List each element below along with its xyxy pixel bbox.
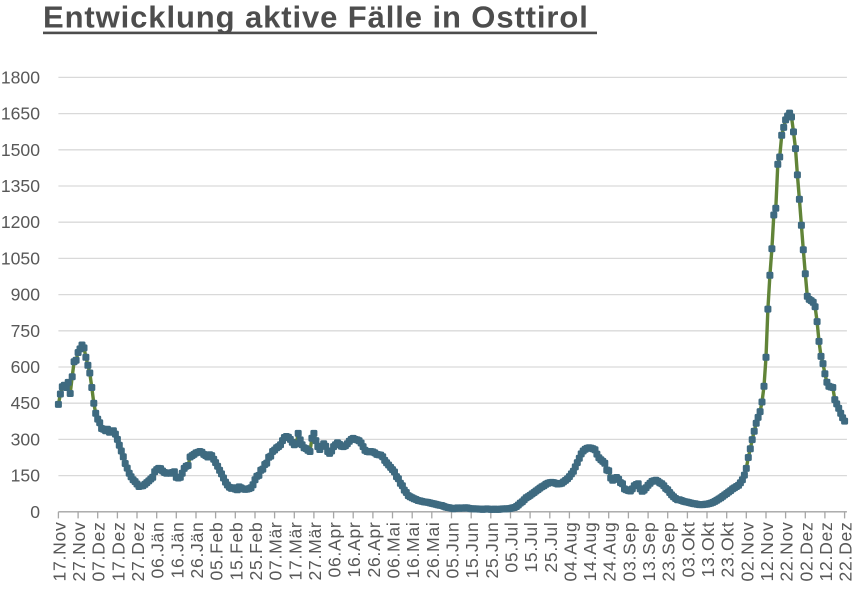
svg-text:05.Jul: 05.Jul: [502, 522, 522, 573]
svg-text:450: 450: [11, 393, 41, 413]
svg-text:27.Mär: 27.Mär: [305, 522, 325, 581]
svg-text:750: 750: [11, 321, 41, 341]
svg-text:03.Sep: 03.Sep: [619, 522, 639, 582]
svg-text:17.Mär: 17.Mär: [285, 522, 305, 581]
svg-text:0: 0: [30, 502, 40, 522]
svg-text:1200: 1200: [1, 212, 40, 232]
svg-text:05.Jun: 05.Jun: [443, 522, 463, 579]
svg-text:26.Jän: 26.Jän: [187, 522, 207, 579]
svg-text:300: 300: [11, 429, 41, 449]
svg-text:150: 150: [11, 466, 41, 486]
svg-text:25.Jun: 25.Jun: [482, 522, 502, 579]
svg-text:23.Okt: 23.Okt: [718, 522, 738, 578]
svg-text:23.Sep: 23.Sep: [659, 522, 679, 582]
svg-text:15.Jun: 15.Jun: [462, 522, 482, 579]
svg-text:25.Jul: 25.Jul: [541, 522, 561, 573]
svg-text:06.Apr: 06.Apr: [325, 522, 345, 578]
svg-text:06.Mai: 06.Mai: [384, 522, 404, 579]
svg-text:06.Jän: 06.Jän: [148, 522, 168, 579]
svg-text:22.Dez: 22.Dez: [836, 522, 856, 582]
svg-text:25.Feb: 25.Feb: [246, 522, 266, 581]
svg-text:16.Mai: 16.Mai: [403, 522, 423, 579]
svg-text:13.Sep: 13.Sep: [639, 522, 659, 582]
svg-text:600: 600: [11, 357, 41, 377]
svg-text:27.Nov: 27.Nov: [69, 522, 89, 582]
svg-text:07.Mär: 07.Mär: [266, 522, 286, 581]
svg-text:15.Jul: 15.Jul: [521, 522, 541, 573]
svg-text:07.Dez: 07.Dez: [89, 522, 109, 582]
svg-text:1500: 1500: [1, 140, 40, 160]
svg-text:24.Aug: 24.Aug: [600, 522, 620, 582]
svg-text:26.Apr: 26.Apr: [364, 522, 384, 578]
svg-text:26.Mai: 26.Mai: [423, 522, 443, 579]
svg-text:1350: 1350: [1, 176, 40, 196]
svg-text:1650: 1650: [1, 104, 40, 124]
svg-text:16.Apr: 16.Apr: [344, 522, 364, 578]
svg-text:16.Jän: 16.Jän: [167, 522, 187, 579]
svg-text:900: 900: [11, 285, 41, 305]
svg-text:27.Dez: 27.Dez: [128, 522, 148, 582]
svg-text:15.Feb: 15.Feb: [226, 522, 246, 581]
svg-text:14.Aug: 14.Aug: [580, 522, 600, 582]
svg-text:12.Dez: 12.Dez: [816, 522, 836, 582]
svg-text:05.Feb: 05.Feb: [207, 522, 227, 581]
svg-text:17.Nov: 17.Nov: [49, 522, 69, 582]
svg-text:17.Dez: 17.Dez: [108, 522, 128, 582]
svg-text:13.Okt: 13.Okt: [698, 522, 718, 578]
svg-text:02.Nov: 02.Nov: [737, 522, 757, 582]
svg-text:1050: 1050: [1, 248, 40, 268]
svg-text:12.Nov: 12.Nov: [757, 522, 777, 582]
svg-text:22.Nov: 22.Nov: [777, 522, 797, 582]
svg-text:1800: 1800: [1, 67, 40, 87]
svg-text:Entwicklung aktive Fälle in Os: Entwicklung aktive Fälle in Osttirol: [43, 0, 589, 35]
svg-text:04.Aug: 04.Aug: [560, 522, 580, 582]
svg-text:03.Okt: 03.Okt: [678, 522, 698, 578]
svg-text:02.Dez: 02.Dez: [796, 522, 816, 582]
